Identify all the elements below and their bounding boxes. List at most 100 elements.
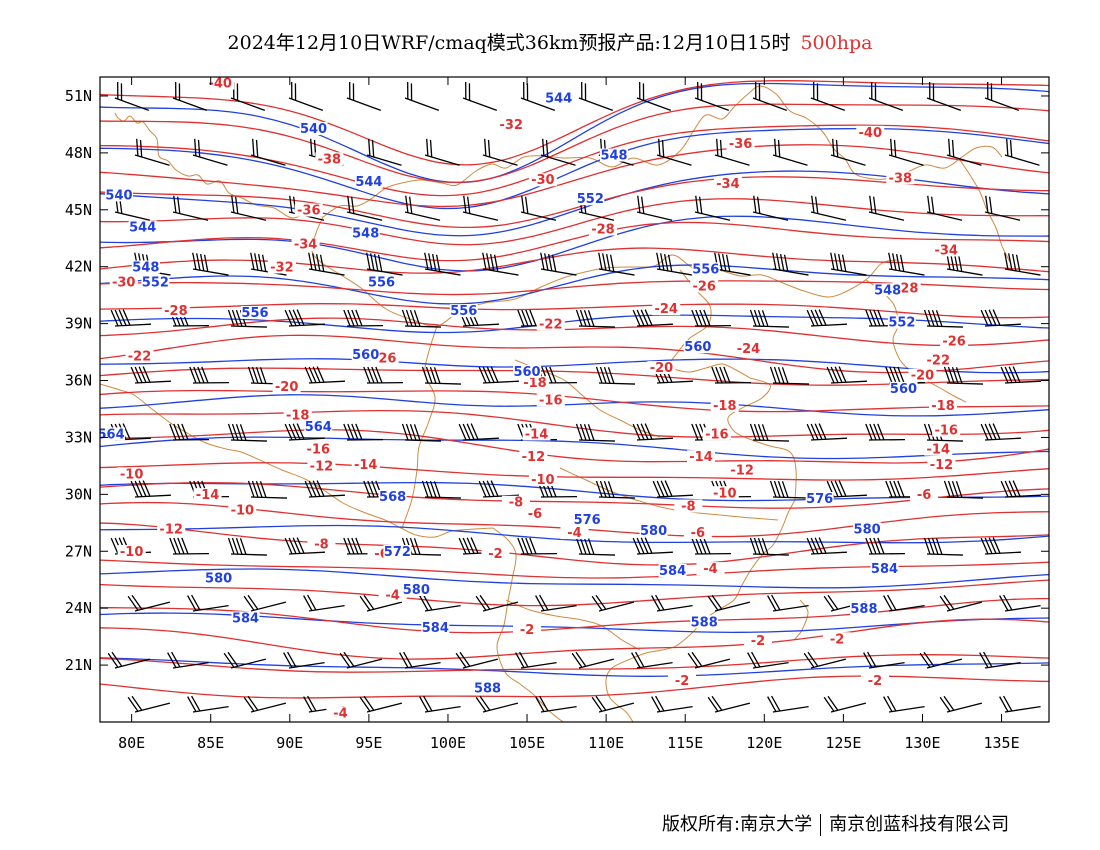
wind-barb xyxy=(651,594,693,612)
temperature-label-bg xyxy=(272,380,301,394)
wind-barb xyxy=(749,537,790,556)
temperature-label-bg xyxy=(856,125,885,139)
temperature-label: -40 xyxy=(859,126,883,141)
wind-barb xyxy=(923,309,964,328)
wind-barb xyxy=(591,695,635,713)
temperature-label: -2 xyxy=(520,623,534,638)
height-label: 564 xyxy=(98,427,125,442)
border-line xyxy=(793,599,809,641)
temperature-label-bg xyxy=(932,243,961,257)
height-label-bg xyxy=(402,583,431,596)
temperature-label-bg xyxy=(734,342,763,356)
temperature-label: -32 xyxy=(270,261,294,276)
height-label-bg xyxy=(690,615,719,629)
x-axis: 80E 85E 90E 95E 100E 105E 110E 115E 120E 125E 130E… xyxy=(118,77,1020,752)
wind-barb xyxy=(404,195,441,221)
geopotential-height-contour xyxy=(100,524,1049,544)
temperature-label-bg xyxy=(206,77,235,90)
height-label-bg xyxy=(658,564,687,578)
temperature-label-bg xyxy=(924,353,953,367)
wind-barb xyxy=(419,695,461,713)
temperature-isotherm xyxy=(100,409,1049,438)
wind-barb xyxy=(946,138,982,166)
temperature-label-bg xyxy=(924,442,953,456)
temperature-label-bg xyxy=(702,427,731,441)
geopotential-height-contour xyxy=(100,314,1049,334)
temperature-label: -18 xyxy=(931,399,955,414)
wind-barb xyxy=(767,695,809,713)
temperature-label: -16 xyxy=(705,427,729,442)
wind-barb xyxy=(227,423,268,442)
copyright-divider xyxy=(820,814,822,836)
temperature-label-bg xyxy=(513,622,542,636)
wind-barb xyxy=(752,195,789,221)
wind-barb xyxy=(806,537,847,555)
wind-barb xyxy=(575,537,616,556)
wind-barb xyxy=(110,309,151,327)
border-line xyxy=(100,383,494,538)
wind-barb xyxy=(130,366,171,384)
temperature-label-bg xyxy=(886,171,915,185)
wind-barb xyxy=(865,423,906,441)
height-label: 588 xyxy=(850,602,877,617)
temperature-label: -38 xyxy=(889,171,913,186)
wind-barb xyxy=(980,423,1021,441)
height-label-bg xyxy=(231,611,260,625)
x-tick-label: 110E xyxy=(588,734,624,752)
wind-barb xyxy=(419,594,461,612)
height-label-bg xyxy=(473,681,502,695)
wind-barb xyxy=(284,309,325,327)
wind-barb xyxy=(114,81,150,111)
y-tick-label: 30N xyxy=(65,485,92,503)
height-label-bg xyxy=(853,522,882,536)
height-label: 548 xyxy=(352,226,379,241)
y-tick-label: 42N xyxy=(65,258,92,276)
temperature-label-bg xyxy=(908,368,937,382)
geopotential-height-contour xyxy=(100,82,1049,184)
wind-barb xyxy=(401,423,442,442)
temperature-label: -8 xyxy=(681,500,695,515)
temperature-label: -4 xyxy=(333,706,347,721)
temperature-label-bg xyxy=(283,408,312,422)
temperature-isotherm xyxy=(100,124,1049,197)
wind-barb xyxy=(939,594,983,612)
temperature-label: -12 xyxy=(522,450,546,465)
temperature-label-bg xyxy=(125,349,154,363)
wind-barb xyxy=(806,309,847,327)
temperature-label: -16 xyxy=(539,393,563,408)
height-label: 560 xyxy=(352,348,379,363)
temperature-label-bg xyxy=(351,457,380,471)
wind-barb xyxy=(535,594,577,612)
wind-barb xyxy=(883,594,925,612)
wind-barb xyxy=(883,695,925,713)
y-tick-label: 48N xyxy=(65,144,92,162)
y-tick-label: 39N xyxy=(65,315,92,333)
height-label: 560 xyxy=(513,365,540,380)
temperature-label-bg xyxy=(520,507,549,521)
temperature-label: -4 xyxy=(567,526,581,541)
wind-barb xyxy=(984,81,1020,111)
temperature-label: -40 xyxy=(208,76,232,91)
temperature-label-bg xyxy=(307,537,336,551)
temperature-label-bg xyxy=(528,173,557,187)
temperature-label: -2 xyxy=(751,634,765,649)
wind-barb xyxy=(714,138,750,166)
wind-barb xyxy=(172,195,209,221)
wind-barb xyxy=(189,366,230,384)
wind-barb xyxy=(1000,366,1041,384)
wind-barb xyxy=(691,537,732,555)
temperature-label-bg xyxy=(728,463,757,477)
wind-barb xyxy=(575,309,616,328)
wind-barb xyxy=(631,651,673,669)
wind-barb xyxy=(830,138,866,166)
temperature-label-bg xyxy=(823,632,852,646)
wind-barb xyxy=(421,366,462,385)
wind-barb xyxy=(946,252,983,276)
wind-barb xyxy=(926,81,962,111)
wind-barb xyxy=(462,195,499,221)
wind-barb xyxy=(192,252,229,276)
wind-barb xyxy=(885,480,926,498)
temperature-isotherm xyxy=(100,462,1049,481)
wind-barb xyxy=(595,480,636,499)
x-tick-label: 100E xyxy=(430,734,466,752)
